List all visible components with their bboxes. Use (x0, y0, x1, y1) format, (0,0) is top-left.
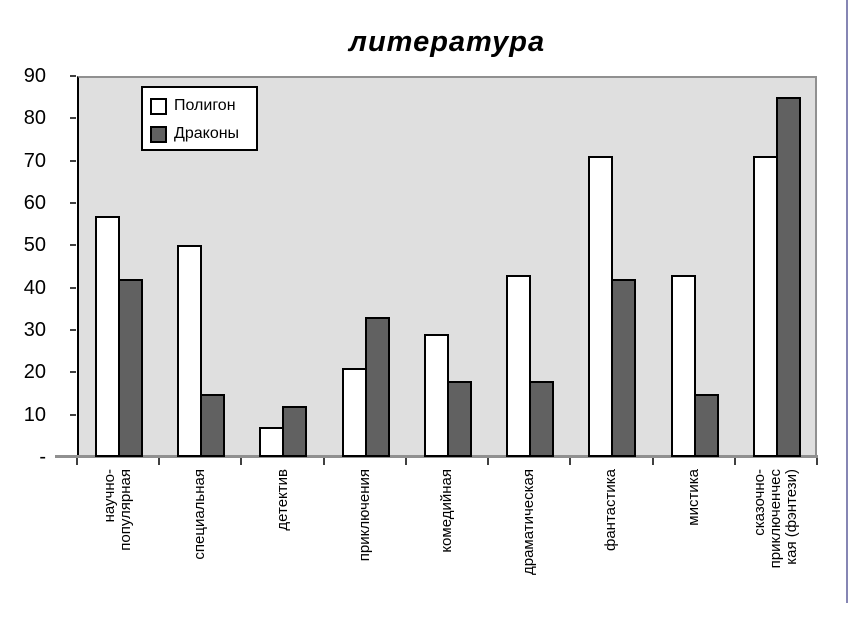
legend: Полигон Драконы (141, 86, 258, 151)
x-axis-tick-mark (322, 458, 325, 465)
bar-series0-cat5 (506, 274, 532, 457)
bar-series0-cat0 (95, 215, 120, 457)
bar-series1-cat6 (611, 279, 637, 457)
y-axis-tick-mark (70, 329, 76, 331)
category-label: комедийная (438, 469, 455, 553)
x-axis-tick-mark (569, 458, 572, 465)
bar-series0-cat7 (670, 274, 696, 457)
y-axis-tick-label: 50 (23, 234, 46, 257)
bar-series1-cat4 (446, 380, 472, 457)
legend-label-drakony: Драконы (174, 125, 240, 142)
series-swatch-drakony (150, 125, 167, 143)
bar-series0-cat8 (752, 156, 778, 457)
y-axis-tick-label: 20 (23, 361, 46, 384)
bar-series1-cat8 (775, 97, 801, 457)
y-axis-tick-label: 80 (23, 107, 46, 130)
category-label: фантастика (602, 469, 620, 551)
y-axis-tick-mark (70, 413, 76, 416)
y-axis-tick-label: - (39, 446, 46, 468)
bar-series1-cat2 (282, 406, 308, 457)
category-label: специальная (191, 469, 209, 560)
y-axis-tick-mark (70, 75, 76, 77)
chart-title: литература (348, 26, 546, 58)
y-axis-tick-mark (70, 371, 76, 374)
x-axis-tick-mark (816, 458, 818, 465)
bar-series1-cat3 (364, 317, 390, 457)
legend-item-drakony: Драконы (150, 125, 256, 143)
y-axis-tick-mark (70, 244, 76, 247)
x-axis-tick-mark (76, 458, 78, 465)
x-axis-tick-mark (651, 458, 654, 465)
y-axis-tick-label: 10 (23, 403, 46, 426)
bar-chart: литература Полигон Драконы - 10 20 30 40 50 60… (23, 0, 848, 603)
y-axis-tick-label: 60 (23, 192, 46, 214)
y-axis-tick-mark (70, 286, 76, 289)
category-label: сказочно- приключенчес кая (фэнтези) (750, 469, 800, 569)
category-label: мистика (684, 469, 702, 526)
category-label: драматическая (520, 469, 538, 576)
bar-series0-cat3 (341, 368, 367, 457)
y-axis-tick-label: 40 (23, 276, 46, 299)
bar-series0-cat4 (423, 334, 449, 457)
category-label: приключения (355, 469, 373, 562)
y-axis-tick-mark (70, 159, 76, 162)
bar-series0-cat6 (588, 156, 614, 457)
x-axis-tick-mark (733, 458, 736, 465)
right-border-line (846, 0, 848, 603)
y-axis-tick-label: 30 (23, 319, 46, 341)
bar-series1-cat7 (693, 393, 719, 457)
bar-series1-cat1 (200, 393, 226, 457)
y-axis-tick-mark (70, 202, 76, 204)
x-axis-tick-mark (487, 458, 490, 465)
bar-series0-cat1 (177, 245, 203, 457)
bar-series1-cat0 (118, 279, 143, 457)
x-axis-tick-mark (404, 458, 407, 465)
bar-series0-cat2 (259, 427, 285, 457)
legend-item-poligon: Полигон (150, 97, 256, 115)
x-axis-tick-mark (158, 458, 161, 465)
y-axis-tick-label: 70 (23, 149, 46, 172)
bar-series1-cat5 (529, 380, 555, 457)
category-label: детектив (273, 469, 291, 531)
legend-label-poligon: Полигон (174, 97, 236, 114)
y-axis-tick-mark (70, 117, 76, 120)
category-label: научно- популярная (101, 469, 135, 551)
x-axis-tick-mark (240, 458, 243, 465)
y-axis-tick-label: 90 (23, 65, 46, 87)
series-swatch-poligon (150, 97, 167, 115)
